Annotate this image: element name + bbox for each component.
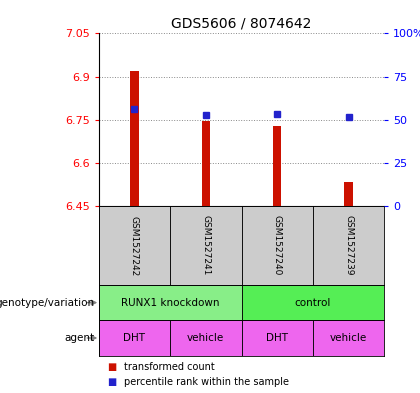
Text: vehicle: vehicle — [187, 333, 224, 343]
Bar — [99, 206, 170, 285]
Text: vehicle: vehicle — [330, 333, 367, 343]
Bar — [241, 320, 313, 356]
Text: ■: ■ — [107, 362, 116, 372]
Bar — [273, 126, 281, 206]
Text: genotype/variation: genotype/variation — [0, 298, 94, 308]
Bar — [99, 320, 170, 356]
Text: GSM1527242: GSM1527242 — [130, 215, 139, 276]
Text: DHT: DHT — [266, 333, 288, 343]
Title: GDS5606 / 8074642: GDS5606 / 8074642 — [171, 17, 312, 31]
Text: RUNX1 knockdown: RUNX1 knockdown — [121, 298, 219, 308]
Bar — [241, 285, 384, 320]
Text: GSM1527241: GSM1527241 — [201, 215, 210, 276]
Text: ■: ■ — [107, 377, 116, 387]
Text: transformed count: transformed count — [124, 362, 215, 372]
Bar — [241, 206, 313, 285]
Bar — [313, 206, 384, 285]
Bar — [170, 206, 242, 285]
Bar — [344, 182, 353, 206]
Bar — [99, 285, 241, 320]
Bar — [313, 320, 384, 356]
Bar — [202, 121, 210, 206]
Text: GSM1527239: GSM1527239 — [344, 215, 353, 276]
Text: agent: agent — [64, 333, 94, 343]
Bar — [130, 71, 139, 206]
Text: control: control — [295, 298, 331, 308]
Text: percentile rank within the sample: percentile rank within the sample — [124, 377, 289, 387]
Bar — [170, 320, 242, 356]
Text: DHT: DHT — [123, 333, 145, 343]
Text: GSM1527240: GSM1527240 — [273, 215, 282, 276]
